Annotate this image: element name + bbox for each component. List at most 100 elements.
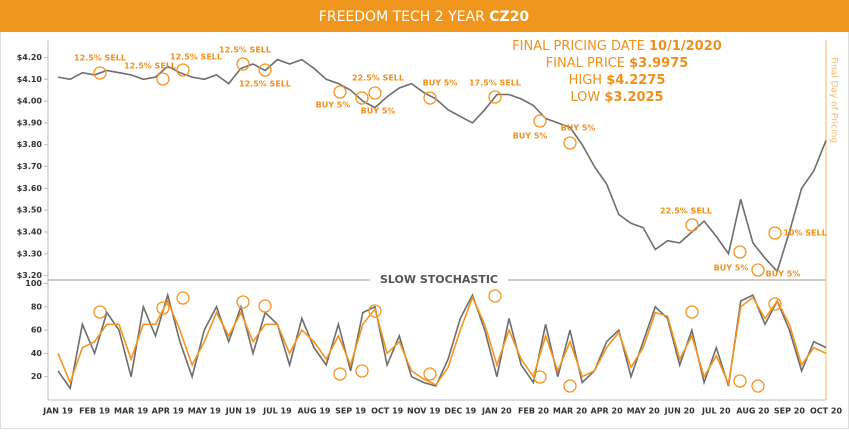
annotation: 12.5% SELL: [219, 46, 271, 55]
signal-circle: [176, 63, 190, 77]
annotation: BUY 5%: [361, 107, 396, 116]
signal-circle: [563, 136, 577, 150]
y-tick-label: 100: [25, 279, 42, 288]
annotation: BUY 5%: [561, 124, 596, 133]
annotation: 12.5% SELL: [239, 80, 291, 89]
annotation: 12.5% SELL: [74, 54, 126, 63]
x-tick-label: AUG 20: [736, 407, 769, 416]
x-tick-label: MAY 19: [188, 407, 222, 416]
info-value: $3.9975: [629, 56, 688, 71]
info-value: $3.2025: [604, 90, 663, 105]
stochastic-circle: [258, 299, 272, 313]
stochastic-circle: [355, 364, 369, 378]
stochastic-circle: [156, 301, 170, 315]
stochastic-circle: [423, 367, 437, 381]
x-tick-label: SEP 20: [774, 407, 805, 416]
annotation: BUY 5%: [423, 79, 458, 88]
x-tick-label: APR 19: [152, 407, 185, 416]
y-tick-label: 20: [31, 372, 43, 381]
info-label: FINAL PRICE: [546, 56, 625, 71]
y-tick-label: $3.70: [17, 162, 43, 171]
y-tick-label: 40: [31, 349, 43, 358]
signal-circle: [156, 72, 170, 86]
stochastic-circle: [176, 291, 190, 305]
y-tick-label: $3.80: [17, 140, 43, 149]
stochastic-circle: [488, 289, 502, 303]
x-tick-label: JUL 19: [262, 407, 292, 416]
signal-circle: [368, 86, 382, 100]
x-tick-label: NOV 19: [407, 407, 441, 416]
side-label: Final Day of Pricing: [829, 57, 839, 143]
stochastic-circle: [368, 304, 382, 318]
annotation: 12.5% SELL: [124, 62, 176, 71]
y-tick-label: $4.20: [17, 53, 43, 62]
x-tick-label: JAN 19: [42, 407, 73, 416]
x-tick-label: JUL 20: [701, 407, 731, 416]
stochastic-circle: [768, 297, 782, 311]
stochastic-circle: [685, 305, 699, 319]
y-tick-label: $3.40: [17, 228, 43, 237]
signal-circle: [423, 91, 437, 105]
annotation: BUY 5%: [513, 132, 548, 141]
info-label: FINAL PRICING DATE: [512, 39, 645, 54]
header-bar: [0, 0, 849, 32]
stochastic-circle: [733, 374, 747, 388]
panel-title-bg: [370, 273, 508, 287]
signal-circle: [685, 218, 699, 232]
info-line: LOW $3.2025: [570, 90, 663, 105]
annotation: 12.5% SELL: [170, 53, 222, 62]
y-tick-label: $3.90: [17, 118, 43, 127]
x-tick-label: MAR 19: [114, 407, 149, 416]
x-tick-label: JUN 19: [225, 407, 257, 416]
signal-circle: [93, 66, 107, 80]
signal-circle: [751, 263, 765, 277]
y-tick-label: $4.00: [17, 97, 43, 106]
y-tick-label: $3.20: [17, 271, 43, 280]
x-tick-label: APR 20: [591, 407, 624, 416]
signal-circle: [355, 91, 369, 105]
signal-circle: [258, 63, 272, 77]
x-tick-label: OCT 19: [371, 407, 403, 416]
y-tick-label: $3.50: [17, 206, 43, 215]
x-tick-label: SEP 19: [335, 407, 366, 416]
signal-circle: [236, 57, 250, 71]
x-tick-label: FEB 19: [79, 407, 110, 416]
annotation: BUY 5%: [766, 270, 801, 279]
annotation: BUY 5%: [714, 264, 749, 273]
x-tick-label: JAN 20: [481, 407, 512, 416]
stochastic-circle: [333, 367, 347, 381]
y-tick-label: 60: [31, 326, 43, 335]
series-line: [57, 295, 827, 387]
info-line: HIGH $4.2275: [569, 73, 666, 88]
x-tick-label: OCT 20: [810, 407, 842, 416]
info-line: FINAL PRICE $3.9975: [546, 56, 689, 71]
x-tick-label: MAY 20: [627, 407, 661, 416]
signal-circle: [488, 90, 502, 104]
title-code: CZ20: [489, 9, 529, 25]
signal-circle: [768, 226, 782, 240]
annotation: BUY 5%: [316, 101, 351, 110]
stochastic-circle: [533, 370, 547, 384]
info-label: HIGH: [569, 73, 602, 88]
stochastic-circle: [563, 379, 577, 393]
info-value: $4.2275: [606, 73, 665, 88]
annotation: 22.5% SELL: [660, 207, 712, 216]
annotation: 17.5% SELL: [469, 79, 521, 88]
x-tick-label: JUN 20: [664, 407, 696, 416]
x-tick-label: DEC 19: [444, 407, 476, 416]
signal-circle: [733, 245, 747, 259]
annotation: 10% SELL: [783, 229, 826, 238]
panel-title: SLOW STOCHASTIC: [380, 273, 498, 286]
info-line: FINAL PRICING DATE 10/1/2020: [512, 39, 722, 54]
chart-title: FREEDOM TECH 2 YEAR CZ20: [319, 9, 530, 25]
stochastic-circle: [751, 379, 765, 393]
y-tick-label: $3.30: [17, 249, 43, 258]
y-tick-label: $4.10: [17, 75, 43, 84]
info-value: 10/1/2020: [649, 39, 722, 54]
stochastic-circle: [93, 305, 107, 319]
stochastic-circle: [236, 295, 250, 309]
y-tick-label: 80: [31, 302, 43, 311]
info-label: LOW: [570, 90, 600, 105]
